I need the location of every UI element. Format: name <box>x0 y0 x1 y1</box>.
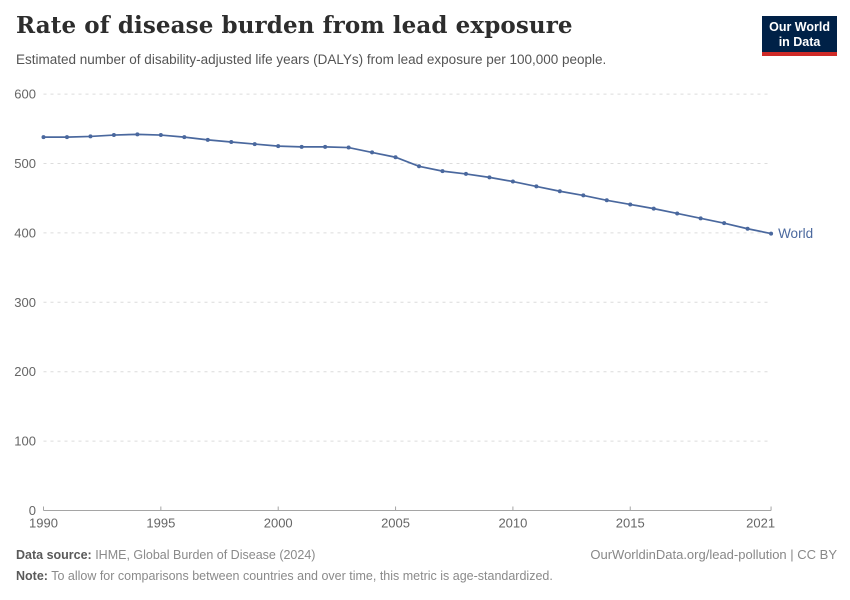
note-line: Note: To allow for comparisons between c… <box>16 566 553 587</box>
data-point-2004[interactable] <box>370 150 375 155</box>
x-axis-label-2000: 2000 <box>264 516 293 531</box>
data-point-2000[interactable] <box>276 144 281 149</box>
data-point-2015[interactable] <box>628 202 633 207</box>
data-point-2010[interactable] <box>510 179 515 184</box>
x-axis-label-2021: 2021 <box>746 516 775 531</box>
data-point-2007[interactable] <box>440 169 445 174</box>
owid-logo[interactable]: Our World in Data <box>762 16 837 56</box>
world-series-line[interactable] <box>43 133 772 235</box>
y-axis-label-400: 400 <box>14 225 36 240</box>
data-point-1996[interactable] <box>182 135 187 140</box>
data-point-2021[interactable] <box>769 231 774 236</box>
data-point-1994[interactable] <box>135 132 140 137</box>
x-axis-label-1990: 1990 <box>29 516 58 531</box>
data-source-line: Data source: IHME, Global Burden of Dise… <box>16 545 553 566</box>
data-point-2017[interactable] <box>675 211 680 216</box>
data-point-2011[interactable] <box>534 184 539 189</box>
logo-line1: Our World <box>769 20 830 34</box>
data-point-2002[interactable] <box>323 144 328 149</box>
data-point-2008[interactable] <box>463 171 468 176</box>
data-point-2018[interactable] <box>698 216 703 221</box>
data-point-1992[interactable] <box>88 134 93 139</box>
data-point-2005[interactable] <box>393 155 398 160</box>
logo-line2: in Data <box>778 35 821 49</box>
chart-subtitle: Estimated number of disability-adjusted … <box>16 52 607 67</box>
x-axis-label-2005: 2005 <box>381 516 410 531</box>
page-title: Rate of disease burden from lead exposur… <box>16 12 573 39</box>
data-point-2001[interactable] <box>299 144 304 149</box>
x-axis-label-2015: 2015 <box>616 516 645 531</box>
x-axis-label-1995: 1995 <box>146 516 175 531</box>
data-source-label: Data source: <box>16 548 92 562</box>
x-axis-label-2010: 2010 <box>498 516 527 531</box>
y-axis-label-500: 500 <box>14 156 36 171</box>
data-point-1999[interactable] <box>252 142 257 147</box>
note-text: To allow for comparisons between countri… <box>47 569 553 583</box>
data-point-1991[interactable] <box>64 135 69 140</box>
data-point-2014[interactable] <box>604 198 609 203</box>
data-point-1995[interactable] <box>158 133 163 138</box>
y-axis-label-0: 0 <box>29 503 36 518</box>
y-axis-label-200: 200 <box>14 364 36 379</box>
series-label-world[interactable]: World <box>778 226 813 241</box>
y-axis-label-600: 600 <box>14 87 36 102</box>
note-label: Note: <box>16 569 48 583</box>
data-point-2012[interactable] <box>557 189 562 194</box>
data-point-2013[interactable] <box>581 193 586 198</box>
y-axis-label-300: 300 <box>14 295 36 310</box>
data-point-1993[interactable] <box>111 133 116 138</box>
data-point-1997[interactable] <box>205 137 210 142</box>
chart-svg[interactable]: 0 100 200 300 400 500 600 1990 1995 2000 2005 2010 2… <box>0 80 850 540</box>
data-point-2003[interactable] <box>346 145 351 150</box>
y-axis-label-100: 100 <box>14 434 36 449</box>
data-source-text: IHME, Global Burden of Disease (2024) <box>91 548 316 562</box>
data-point-2006[interactable] <box>417 164 422 169</box>
data-point-2020[interactable] <box>745 226 750 231</box>
footer-source-note: Data source: IHME, Global Burden of Dise… <box>16 545 553 587</box>
data-point-2019[interactable] <box>722 221 727 226</box>
data-point-2009[interactable] <box>487 175 492 180</box>
footer-link[interactable]: OurWorldinData.org/lead-pollution | CC B… <box>590 547 837 562</box>
data-point-1990[interactable] <box>41 135 46 140</box>
data-point-2016[interactable] <box>651 206 656 211</box>
data-point-1998[interactable] <box>229 139 234 144</box>
